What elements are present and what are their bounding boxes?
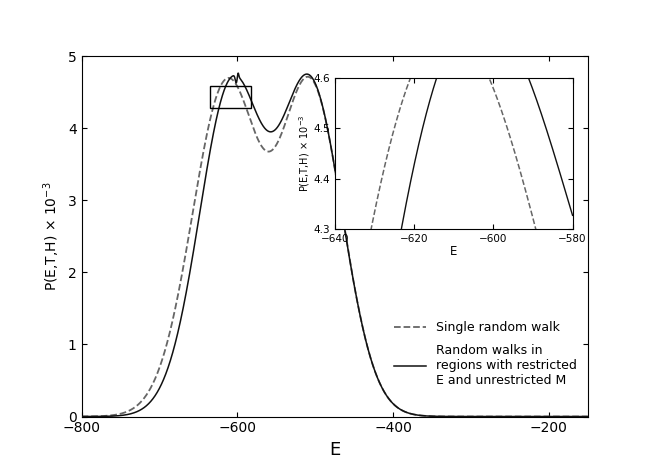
Bar xyxy=(210,87,251,108)
Y-axis label: P(E,T,H) × 10$^{-3}$: P(E,T,H) × 10$^{-3}$ xyxy=(297,115,311,192)
Y-axis label: P(E,T,H) × 10$^{-3}$: P(E,T,H) × 10$^{-3}$ xyxy=(42,182,62,291)
Legend: Single random walk, Random walks in
regions with restricted
E and unrestricted M: Single random walk, Random walks in regi… xyxy=(389,316,581,392)
X-axis label: E: E xyxy=(329,441,340,459)
X-axis label: E: E xyxy=(450,245,457,258)
